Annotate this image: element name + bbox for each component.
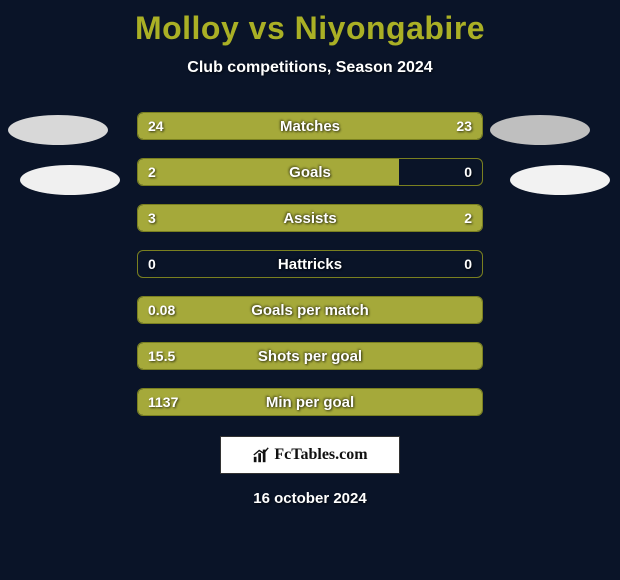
stat-left-value: 0 <box>148 251 156 277</box>
logo-text: FcTables.com <box>274 446 367 464</box>
stat-left-value: 15.5 <box>148 343 175 369</box>
stat-row: 0.08Goals per match <box>137 296 483 324</box>
stat-left-value: 2 <box>148 159 156 185</box>
stat-fill-left <box>138 205 344 231</box>
stat-row: 32Assists <box>137 204 483 232</box>
stat-row: 20Goals <box>137 158 483 186</box>
stat-label: Hattricks <box>138 251 482 277</box>
stat-fill-left <box>138 159 399 185</box>
stat-fill-left <box>138 297 482 323</box>
stat-row: 2423Matches <box>137 112 483 140</box>
page-subtitle: Club competitions, Season 2024 <box>0 59 620 77</box>
stat-fill-left <box>138 113 313 139</box>
page-title: Molloy vs Niyongabire <box>0 0 620 47</box>
logo-box: FcTables.com <box>220 436 400 474</box>
stat-left-value: 1137 <box>148 389 178 415</box>
stat-fill-left <box>138 389 482 415</box>
stat-fill-right <box>344 205 482 231</box>
stat-right-value: 0 <box>464 251 472 277</box>
stat-fill-left <box>138 343 482 369</box>
stat-right-value: 2 <box>464 205 472 231</box>
stat-right-value: 0 <box>464 159 472 185</box>
player-avatar <box>8 115 108 145</box>
stat-left-value: 3 <box>148 205 156 231</box>
stat-left-value: 24 <box>148 113 164 139</box>
chart-icon <box>252 446 270 464</box>
stat-row: 15.5Shots per goal <box>137 342 483 370</box>
player-avatar <box>490 115 590 145</box>
player-avatar <box>510 165 610 195</box>
stats-container: 2423Matches20Goals32Assists00Hattricks0.… <box>0 112 620 416</box>
stat-right-value: 23 <box>456 113 472 139</box>
stat-row: 1137Min per goal <box>137 388 483 416</box>
player-avatar <box>20 165 120 195</box>
stat-left-value: 0.08 <box>148 297 175 323</box>
stat-row: 0 0Hattricks <box>137 250 483 278</box>
date-line: 16 october 2024 <box>0 490 620 507</box>
